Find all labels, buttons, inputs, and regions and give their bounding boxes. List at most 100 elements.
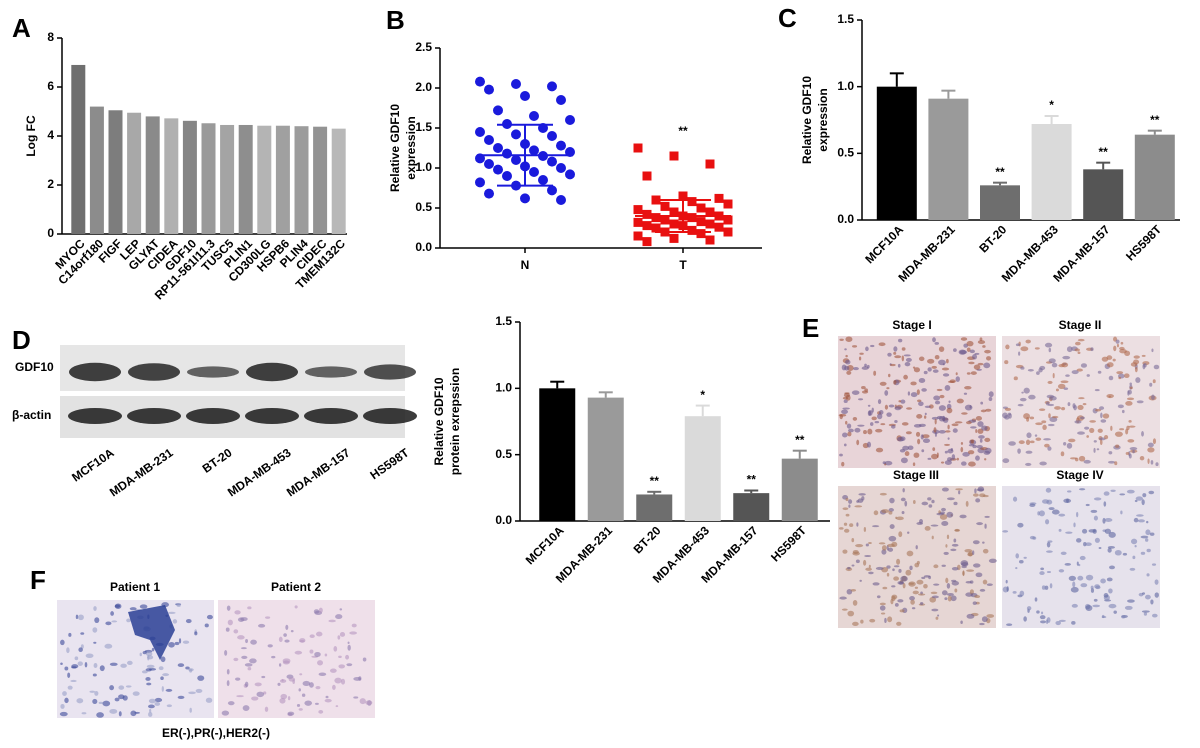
- tissue-texture: [839, 338, 844, 341]
- tissue-texture: [1070, 586, 1079, 593]
- tissue-texture: [206, 614, 213, 620]
- tissue-texture: [904, 500, 908, 507]
- tissue-texture: [891, 424, 896, 429]
- dot: [493, 105, 503, 116]
- tissue-texture: [946, 358, 949, 364]
- tissue-texture: [942, 373, 950, 377]
- tissue-texture: [111, 620, 118, 623]
- tissue-texture: [973, 364, 981, 370]
- tissue-texture: [938, 405, 946, 411]
- tissue-texture: [1034, 434, 1038, 437]
- tissue-texture: [102, 700, 111, 707]
- tissue-texture: [301, 693, 306, 697]
- tissue-texture: [900, 457, 908, 464]
- tissue-texture: [1084, 426, 1090, 430]
- tissue-texture: [944, 450, 948, 454]
- tissue-texture: [942, 363, 945, 366]
- tissue-texture: [1058, 363, 1065, 368]
- tissue-texture: [1108, 375, 1114, 381]
- tissue-texture: [338, 655, 342, 659]
- tissue-texture: [1020, 346, 1029, 352]
- tissue-texture: [851, 390, 860, 395]
- tissue-texture: [908, 582, 915, 585]
- tissue-texture: [1137, 519, 1145, 523]
- bar: [331, 128, 346, 234]
- y-axis-label: expression: [816, 88, 830, 151]
- tissue-texture: [897, 436, 904, 442]
- tissue-texture: [1039, 408, 1046, 412]
- tissue-texture: [1020, 366, 1025, 370]
- tissue-texture: [1076, 511, 1079, 518]
- tissue-texture: [1070, 457, 1077, 460]
- tissue-texture: [985, 408, 992, 412]
- tissue-texture: [335, 614, 343, 620]
- x-tick-label: BT-20: [631, 523, 664, 556]
- dot: [484, 135, 494, 145]
- bar: [220, 124, 235, 234]
- tissue-texture: [1099, 406, 1105, 410]
- tissue-texture: [886, 387, 890, 390]
- tissue-texture: [898, 531, 903, 538]
- tissue-texture: [893, 576, 899, 581]
- y-tick-label: 0.0: [495, 513, 512, 527]
- tissue-texture: [931, 365, 937, 369]
- tissue-texture: [848, 428, 854, 433]
- dot: [511, 155, 521, 165]
- dot: [651, 213, 661, 223]
- tissue-texture: [954, 588, 958, 593]
- tissue-texture: [1047, 380, 1053, 385]
- tissue-texture: [1023, 556, 1027, 559]
- tissue-texture: [158, 666, 164, 671]
- tissue-texture: [365, 700, 373, 706]
- tissue-texture: [873, 510, 879, 516]
- tissue-texture: [1058, 569, 1065, 573]
- tissue-texture: [251, 696, 259, 701]
- tissue-texture: [905, 431, 912, 435]
- tissue-texture: [304, 700, 313, 706]
- tissue-texture: [118, 685, 125, 690]
- tissue-texture: [879, 381, 887, 386]
- tissue-texture: [1076, 368, 1083, 372]
- tissue-texture: [1065, 374, 1070, 377]
- tissue-texture: [966, 421, 972, 425]
- y-tick-label: 0.5: [415, 200, 432, 214]
- tissue-texture: [337, 635, 341, 640]
- lane-label: MDA-MB-453: [225, 445, 294, 499]
- tissue-texture: [946, 497, 955, 501]
- tissue-texture: [943, 551, 949, 555]
- tissue-texture: [880, 423, 886, 426]
- tissue-texture: [960, 446, 964, 453]
- tissue-texture: [1114, 549, 1122, 556]
- y-tick-label: 0.5: [495, 447, 512, 461]
- tissue-texture: [92, 698, 98, 705]
- tissue-texture: [986, 614, 995, 618]
- blot-band: [364, 364, 416, 380]
- tissue-texture: [843, 399, 848, 404]
- dot: [705, 207, 715, 217]
- tissue-texture: [160, 676, 164, 681]
- tissue-texture: [1077, 351, 1081, 355]
- tissue-texture: [877, 413, 883, 420]
- tissue-texture: [1086, 435, 1090, 438]
- tissue-texture: [909, 596, 915, 601]
- tissue-texture: [909, 565, 913, 571]
- tissue-texture: [931, 453, 939, 460]
- tissue-texture: [887, 616, 893, 623]
- tissue-texture: [884, 404, 889, 410]
- tissue-texture: [946, 583, 951, 589]
- tissue-texture: [120, 663, 127, 668]
- tissue-texture: [1094, 389, 1100, 392]
- tissue-texture: [1002, 458, 1010, 464]
- tissue-texture: [315, 631, 323, 637]
- dot: [520, 91, 530, 101]
- tissue-texture: [1154, 579, 1159, 585]
- tissue-texture: [1130, 538, 1138, 545]
- tissue-texture: [961, 562, 969, 567]
- tissue-texture: [278, 636, 283, 643]
- tissue-texture: [1067, 402, 1071, 407]
- tissue-texture: [347, 644, 351, 651]
- tissue-texture: [1107, 547, 1112, 553]
- tissue-texture: [294, 650, 303, 655]
- tissue-texture: [64, 666, 69, 671]
- dot: [633, 205, 643, 215]
